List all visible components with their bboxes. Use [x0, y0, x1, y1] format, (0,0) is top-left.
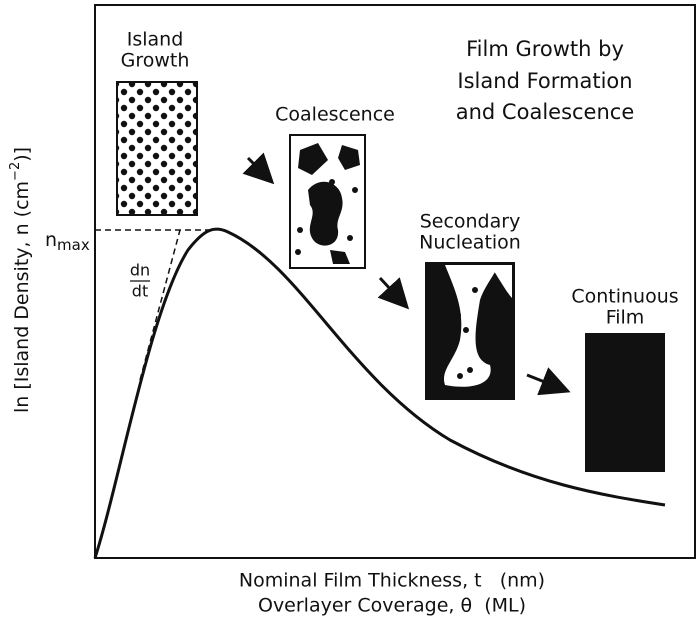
nmax-label: nmax [45, 229, 90, 254]
stage-label: Nucleation [419, 232, 521, 254]
x-axis-label: Overlayer Coverage, θ (ML) [258, 595, 526, 617]
slope-den: dt [132, 282, 148, 301]
title-line: Island Formation [457, 69, 632, 93]
island-picture [116, 81, 198, 216]
arrow [242, 152, 275, 185]
tangent-line [139, 229, 181, 381]
slope-num: dn [130, 261, 150, 280]
x-axis-label: Nominal Film Thickness, t (nm) [239, 570, 545, 592]
stage-label: Film [606, 307, 645, 329]
nucleation-picture [425, 262, 515, 400]
coalescence-picture [289, 134, 366, 269]
film-picture [585, 333, 665, 472]
stage-label: Growth [121, 50, 190, 72]
stage-label: Coalescence [275, 104, 395, 126]
title-line: and Coalescence [456, 100, 635, 124]
stage-label: Secondary [420, 211, 521, 233]
stage-label: Island [127, 29, 184, 51]
stage-label: Continuous [571, 286, 678, 308]
density-curve [93, 227, 666, 559]
arrow [526, 367, 571, 396]
y-axis-label: ln [Island Density, n (cm−2)] [8, 147, 33, 413]
frame [94, 4, 696, 559]
title-line: Film Growth by [466, 37, 624, 61]
arrow [377, 276, 410, 310]
